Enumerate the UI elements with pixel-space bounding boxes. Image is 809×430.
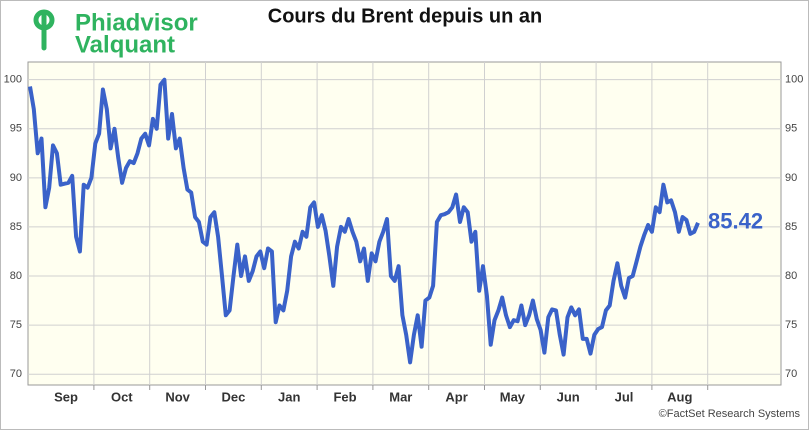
- logo-line1: Phiadvisor: [75, 9, 198, 36]
- price-line: [28, 77, 700, 365]
- y-tick-label: 95: [10, 123, 22, 135]
- y2-tick-label: 75: [785, 319, 797, 331]
- y-tick-label: 70: [10, 368, 22, 380]
- logo-icon: [33, 9, 55, 51]
- y-tick-label: 90: [10, 172, 22, 184]
- y2-tick-label: 100: [785, 74, 803, 86]
- x-tick-label: Aug: [667, 389, 692, 404]
- x-tick-label: Nov: [165, 389, 190, 404]
- x-tick-label: Feb: [333, 389, 356, 404]
- chart-title: Cours du Brent depuis un an: [268, 5, 542, 27]
- x-tick-label: Apr: [445, 389, 467, 404]
- y2-tick-label: 90: [785, 172, 797, 184]
- y-tick-label: 80: [10, 270, 22, 282]
- x-tick-label: Mar: [389, 389, 412, 404]
- logo: Phiadvisor Valquant: [33, 9, 198, 58]
- credit: ©FactSet Research Systems: [659, 408, 801, 420]
- x-tick-label: Jan: [278, 389, 300, 404]
- x-tick-label: May: [500, 389, 526, 404]
- y-tick-label: 100: [4, 74, 22, 86]
- x-tick-label: Jul: [615, 389, 634, 404]
- x-tick-label: Jun: [557, 389, 580, 404]
- x-tick-label: Sep: [54, 389, 78, 404]
- y-tick-label: 85: [10, 221, 22, 233]
- x-tick-label: Dec: [221, 389, 245, 404]
- y2-tick-label: 80: [785, 270, 797, 282]
- logo-line2: Valquant: [75, 31, 175, 58]
- y-tick-label: 75: [10, 319, 22, 331]
- last-value-label: 85.42: [708, 209, 763, 234]
- y2-tick-label: 95: [785, 123, 797, 135]
- y2-tick-label: 70: [785, 368, 797, 380]
- y2-tick-label: 85: [785, 221, 797, 233]
- x-tick-label: Oct: [111, 389, 133, 404]
